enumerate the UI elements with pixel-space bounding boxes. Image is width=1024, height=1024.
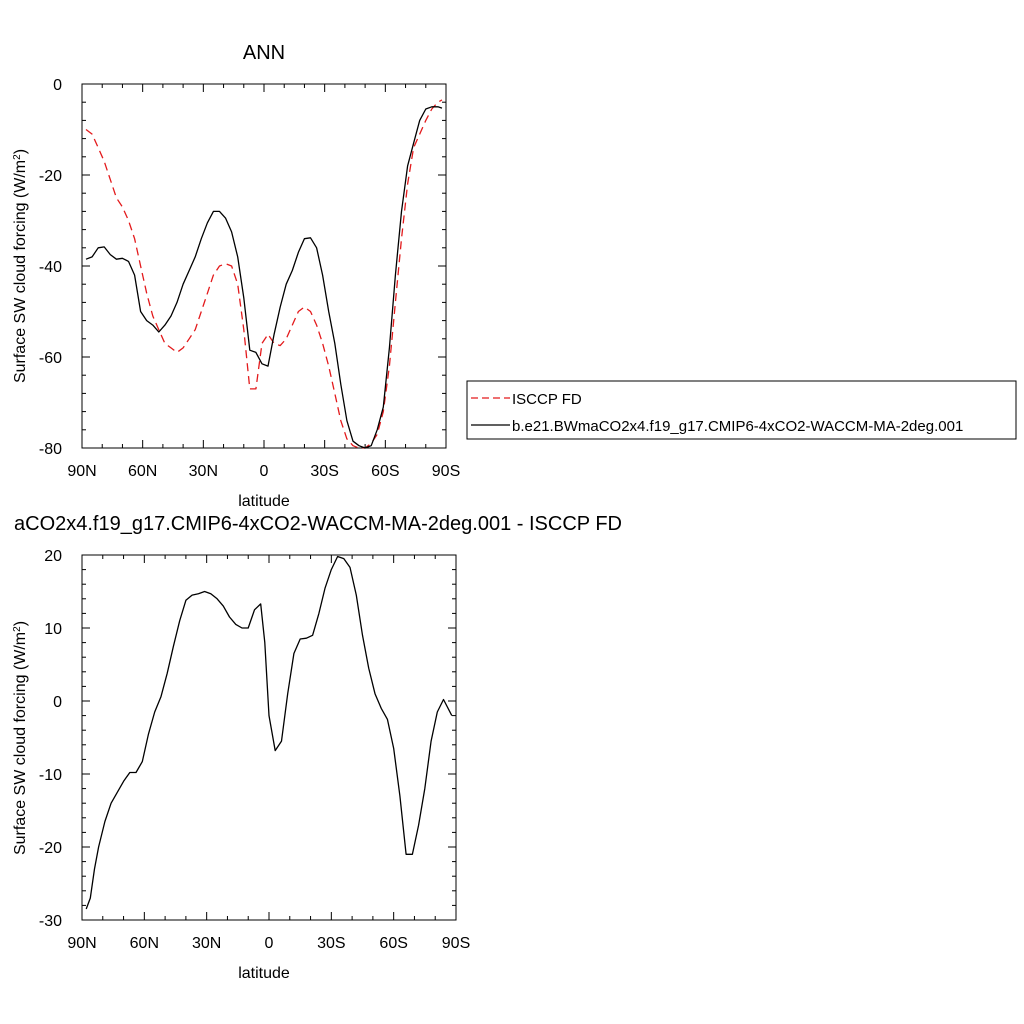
x-tick-label: 30S	[317, 935, 345, 952]
series-line-isccp	[85, 99, 443, 449]
x-tick-label: 90N	[67, 463, 96, 480]
series-line-model	[85, 106, 443, 449]
y-tick-label: -20	[39, 168, 62, 185]
legend-label-model: b.e21.BWmaCO2x4.f19_g17.CMIP6-4xCO2-WACC…	[512, 418, 963, 435]
y-tick-label: 20	[44, 548, 62, 565]
x-tick-label: 60N	[128, 463, 157, 480]
legend-label-isccp: ISCCP FD	[512, 391, 582, 408]
bottom-series-layer	[85, 555, 453, 910]
legend: ISCCP FD b.e21.BWmaCO2x4.f19_g17.CMIP6-4…	[466, 380, 1017, 440]
x-tick-label: 30S	[310, 463, 338, 480]
top-panel: ANN 90N 60N 30N 0 30S 60S 90S 0 -20 -40 -60 -80 lat…	[12, 42, 461, 510]
legend-box	[466, 380, 1017, 440]
y-tick-label: -20	[39, 840, 62, 857]
x-tick-label: 30N	[192, 935, 221, 952]
series-line-difference	[85, 555, 453, 910]
top-tick-layer: 90N 60N 30N 0 30S 60S 90S 0 -20 -40 -60 -80	[39, 77, 460, 480]
y-tick-label: -60	[39, 350, 62, 367]
x-tick-label: 90S	[442, 935, 470, 952]
x-tick-label: 90N	[67, 935, 96, 952]
top-panel-title: ANN	[243, 42, 285, 64]
y-tick-label: -80	[39, 441, 62, 458]
x-tick-label: 0	[260, 463, 269, 480]
y-tick-label: 0	[53, 694, 62, 711]
top-plot-frame	[81, 83, 447, 449]
y-tick-label: -30	[39, 913, 62, 930]
y-tick-label: 0	[53, 77, 62, 94]
top-series-layer	[85, 99, 443, 449]
x-tick-label: 60S	[379, 935, 407, 952]
y-tick-label: -40	[39, 259, 62, 276]
bottom-plot-frame	[81, 554, 457, 921]
x-tick-label: 60N	[130, 935, 159, 952]
x-tick-label: 30N	[189, 463, 218, 480]
x-tick-label: 90S	[432, 463, 460, 480]
bottom-x-axis-label: latitude	[238, 965, 290, 982]
y-tick-label: 10	[44, 621, 62, 638]
bottom-panel: aCO2x4.f19_g17.CMIP6-4xCO2-WACCM-MA-2deg…	[12, 513, 622, 982]
top-x-axis-label: latitude	[238, 493, 290, 510]
bottom-tick-layer: 90N 60N 30N 0 30S 60S 90S 20 10 0 -10 -20 -30	[39, 548, 470, 952]
bottom-panel-title: aCO2x4.f19_g17.CMIP6-4xCO2-WACCM-MA-2deg…	[14, 513, 622, 535]
top-y-axis-label: Surface SW cloud forcing (W/m2)	[12, 149, 30, 383]
x-tick-label: 0	[265, 935, 274, 952]
bottom-y-axis-label: Surface SW cloud forcing (W/m2)	[12, 621, 30, 855]
y-tick-label: -10	[39, 767, 62, 784]
x-tick-label: 60S	[371, 463, 399, 480]
